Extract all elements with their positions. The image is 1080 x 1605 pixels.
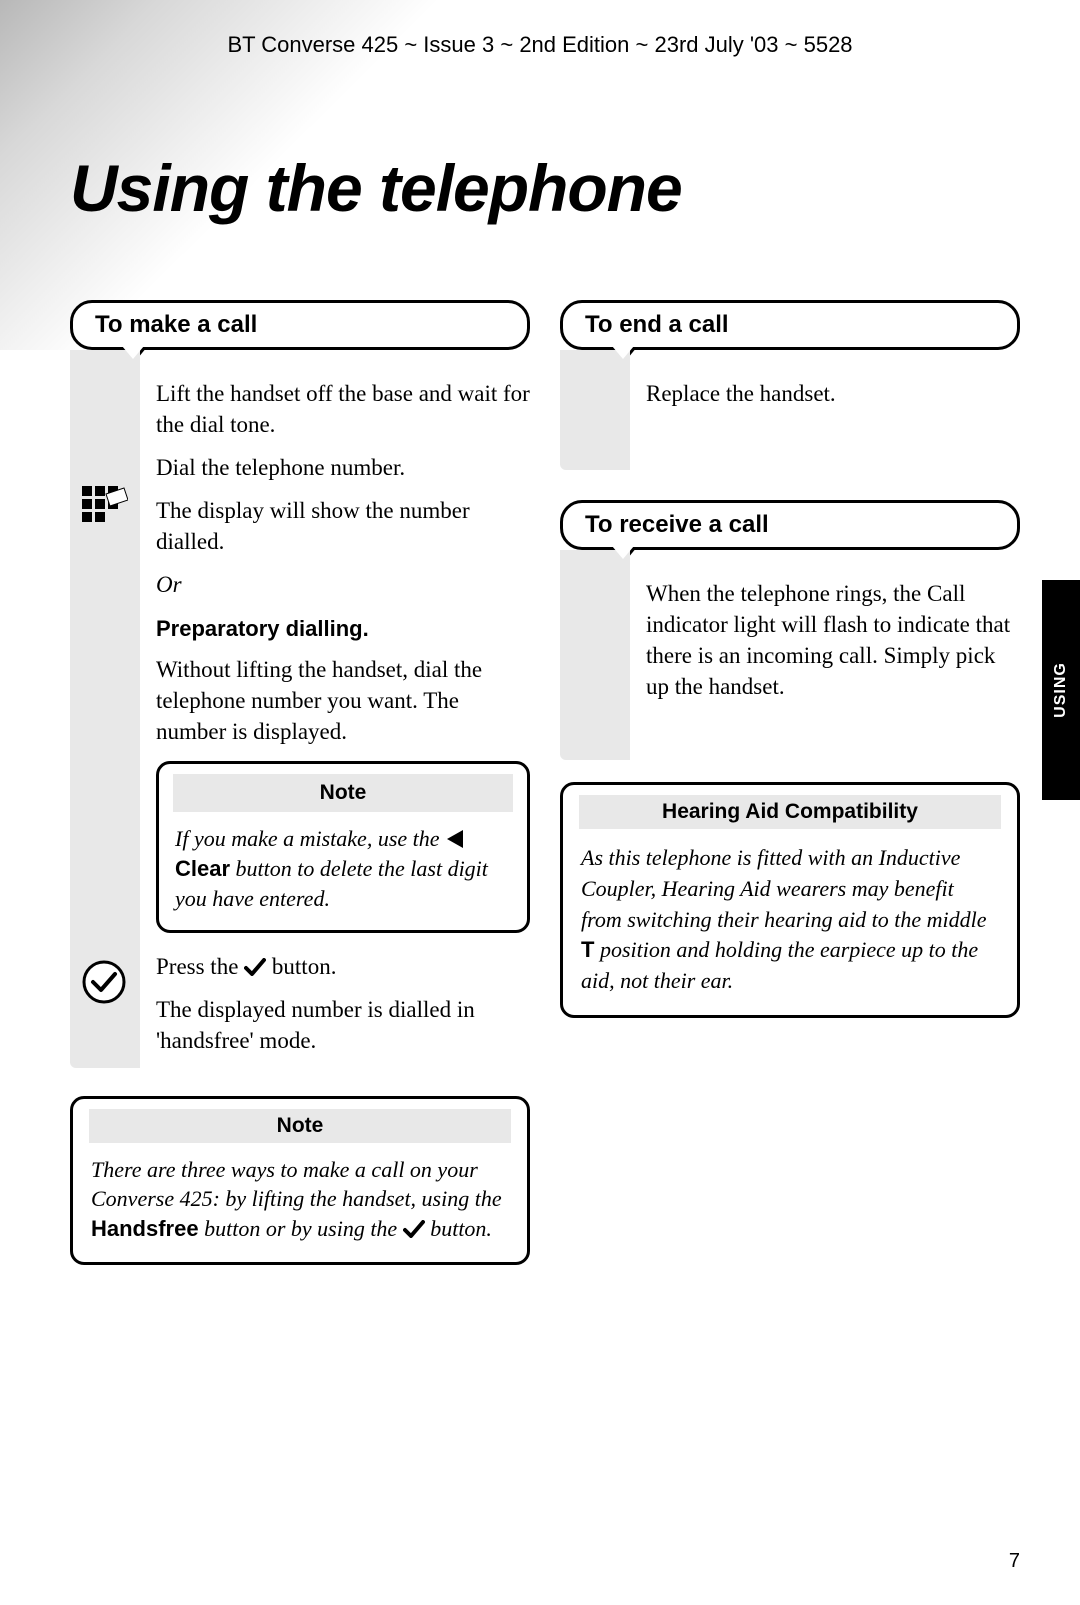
p5-a: Press the bbox=[156, 954, 244, 979]
hearing-aid-body: As this telephone is fitted with an Indu… bbox=[581, 843, 999, 997]
section-receive-call-header: To receive a call bbox=[560, 500, 1020, 550]
make-call-content: Lift the handset off the base and wait f… bbox=[140, 350, 530, 1068]
note2-a: There are three ways to make a call on y… bbox=[91, 1157, 502, 1212]
section-make-call-title: To make a call bbox=[95, 311, 257, 338]
note1-text-a: If you make a mistake, use the bbox=[175, 826, 445, 851]
note2-c: button. bbox=[425, 1216, 492, 1241]
p-replace-handset: Replace the handset. bbox=[646, 378, 1020, 409]
note2-body: There are three ways to make a call on y… bbox=[91, 1155, 509, 1244]
p-without-lifting: Without lifting the handset, dial the te… bbox=[156, 654, 530, 747]
right-column: To end a call Replace the handset. To re… bbox=[560, 300, 1020, 1265]
end-call-gutter bbox=[560, 350, 630, 470]
check-icon bbox=[244, 958, 266, 976]
side-tab: USING bbox=[1042, 580, 1080, 800]
p-display-show: The display will show the number dialled… bbox=[156, 495, 530, 557]
end-call-content: Replace the handset. bbox=[630, 350, 1020, 470]
note2-b: button or by using the bbox=[199, 1216, 403, 1241]
left-triangle-icon bbox=[447, 830, 463, 848]
side-tab-label: USING bbox=[1052, 662, 1070, 718]
note2-title: Note bbox=[89, 1109, 511, 1143]
note1-title: Note bbox=[173, 774, 513, 812]
note-box-2: Note There are three ways to make a call… bbox=[70, 1096, 530, 1265]
keypad-icon bbox=[82, 486, 128, 526]
section-make-call-header: To make a call bbox=[70, 300, 530, 350]
note1-body: If you make a mistake, use the Clear but… bbox=[175, 824, 511, 913]
check-circle-icon bbox=[82, 960, 126, 1004]
note1-clear-label: Clear bbox=[175, 856, 230, 881]
p-press-check: Press the button. bbox=[156, 951, 530, 982]
left-gutter bbox=[70, 350, 140, 1068]
info-t: T bbox=[581, 937, 594, 962]
p-lift-handset: Lift the handset off the base and wait f… bbox=[156, 378, 530, 440]
section-end-call-title: To end a call bbox=[585, 311, 729, 338]
hearing-aid-title: Hearing Aid Compatibility bbox=[579, 795, 1001, 829]
left-column: To make a call bbox=[70, 300, 530, 1265]
receive-call-gutter bbox=[560, 550, 630, 760]
section-end-call-header: To end a call bbox=[560, 300, 1020, 350]
note-box-1: Note If you make a mistake, use the Clea… bbox=[156, 761, 530, 932]
section-receive-call-title: To receive a call bbox=[585, 511, 769, 538]
content-columns: To make a call bbox=[70, 300, 1020, 1265]
note2-handsfree: Handsfree bbox=[91, 1216, 199, 1241]
document-header: BT Converse 425 ~ Issue 3 ~ 2nd Edition … bbox=[0, 32, 1080, 58]
receive-call-content: When the telephone rings, the Call indic… bbox=[630, 550, 1020, 760]
page-title: Using the telephone bbox=[70, 150, 682, 226]
section-end-call-body: Replace the handset. bbox=[560, 350, 1020, 470]
p-telephone-rings: When the telephone rings, the Call indic… bbox=[646, 578, 1020, 702]
section-make-call-body: Lift the handset off the base and wait f… bbox=[70, 350, 530, 1068]
p-dial-number: Dial the telephone number. bbox=[156, 452, 530, 483]
p-or: Or bbox=[156, 569, 530, 600]
section-receive-call-body: When the telephone rings, the Call indic… bbox=[560, 550, 1020, 760]
p5-b: button. bbox=[266, 954, 336, 979]
hearing-aid-box: Hearing Aid Compatibility As this teleph… bbox=[560, 782, 1020, 1018]
p-preparatory: Preparatory dialling. bbox=[156, 614, 530, 644]
info-a: As this telephone is fitted with an Indu… bbox=[581, 845, 987, 932]
info-b: position and holding the earpiece up to … bbox=[581, 937, 978, 993]
page-number: 7 bbox=[1009, 1550, 1020, 1573]
p-displayed-number: The displayed number is dialled in 'hand… bbox=[156, 994, 530, 1056]
check-icon-2 bbox=[403, 1220, 425, 1238]
